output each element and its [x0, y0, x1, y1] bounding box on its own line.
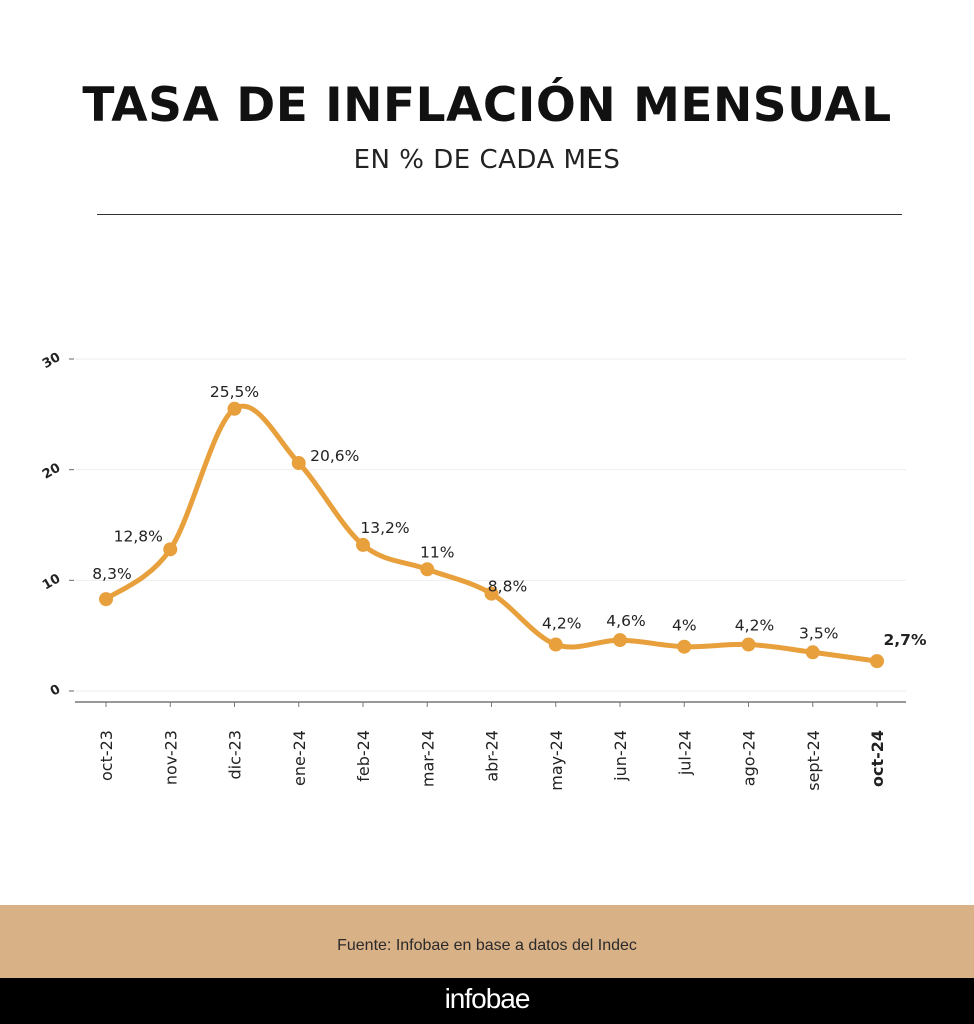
y-tick-label: 30 [40, 350, 63, 372]
data-label: 20,6% [310, 447, 359, 465]
data-point [356, 537, 370, 552]
data-point [420, 562, 435, 577]
data-label: 3,5% [799, 624, 838, 642]
source-band [0, 905, 974, 978]
data-point [805, 645, 820, 660]
data-point [484, 586, 499, 601]
x-tick-label: nov-23 [161, 730, 180, 785]
source-note: Fuente: Infobae en base a datos del Inde… [337, 937, 637, 954]
gridlines [75, 358, 906, 692]
data-point [613, 633, 627, 648]
data-label: 4% [672, 617, 697, 635]
x-tick-label: ene-24 [290, 730, 309, 786]
data-label: 4,2% [542, 615, 581, 633]
data-point [677, 639, 692, 654]
data-points [99, 401, 884, 669]
x-tick-label: oct-23 [97, 730, 116, 781]
chart-title: TASA DE INFLACIÓN MENSUAL [82, 78, 892, 133]
y-axis-ticks: 0 10 20 30 [40, 350, 74, 700]
data-point [291, 456, 306, 471]
data-point [99, 592, 113, 607]
brand-logo: infobae [444, 983, 531, 1014]
y-tick-label: 10 [40, 571, 63, 593]
x-tick-label: abr-24 [483, 730, 502, 782]
x-tick-label: feb-24 [354, 730, 373, 782]
x-axis-ticks: oct-23 nov-23 dic-23 ene-24 feb-24 mar-24 abr-… [97, 702, 887, 791]
data-label: 13,2% [360, 519, 409, 537]
y-tick-label: 20 [40, 461, 63, 483]
data-label: 8,3% [92, 565, 131, 583]
x-tick-label: oct-24 [868, 730, 887, 787]
title-divider [97, 214, 902, 215]
data-point [548, 637, 563, 652]
data-point [227, 401, 242, 416]
x-tick-label: mar-24 [418, 730, 437, 787]
data-label: 11% [420, 543, 454, 561]
data-labels: 8,3% 12,8% 25,5% 20,6% 13,2% 11% 8,8% 4,2% 4,6% 4… [92, 383, 927, 649]
x-tick-label: dic-23 [226, 730, 245, 780]
line-chart: 0 10 20 30 oct-23 nov-23 dic-23 ene-24 feb-24 ma… [40, 350, 927, 791]
data-label: 8,8% [488, 578, 527, 596]
x-tick-label: jul-24 [675, 730, 694, 776]
data-label: 4,6% [606, 612, 645, 630]
data-point [163, 542, 178, 557]
data-point [741, 637, 756, 652]
data-point [870, 654, 884, 669]
chart-subtitle: EN % DE CADA MES [353, 145, 621, 175]
x-tick-label: ago-24 [740, 730, 759, 786]
data-label: 4,2% [735, 617, 774, 635]
y-tick-label: 0 [48, 682, 63, 700]
x-tick-label: sept-24 [804, 730, 823, 791]
data-label: 25,5% [210, 383, 259, 401]
brand-band [0, 978, 974, 1024]
data-label: 12,8% [114, 527, 163, 545]
x-tick-label: may-24 [547, 730, 566, 791]
data-label: 2,7% [884, 631, 927, 649]
x-tick-label: jun-24 [611, 730, 630, 782]
